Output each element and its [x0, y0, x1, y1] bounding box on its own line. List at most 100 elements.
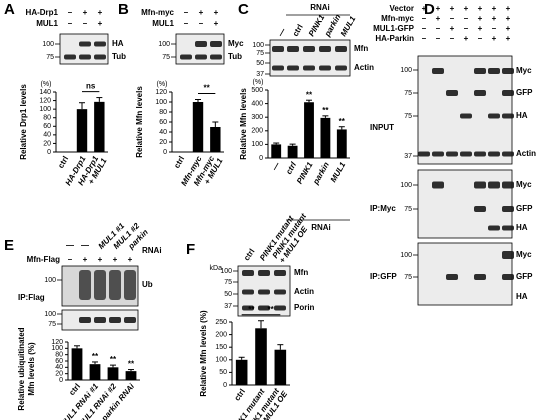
- size-marker: 100: [400, 67, 412, 74]
- band: [79, 317, 91, 323]
- bar: [210, 127, 221, 152]
- band-label: Ub: [142, 280, 153, 289]
- band: [274, 289, 286, 295]
- band: [488, 151, 500, 157]
- sign: –: [68, 19, 73, 28]
- size-marker: 75: [48, 321, 56, 328]
- bar: [89, 364, 101, 380]
- panel-letter: C: [238, 1, 249, 18]
- band: [258, 289, 270, 295]
- bar: [125, 371, 137, 380]
- y-tick-label: 20: [159, 139, 167, 146]
- band: [79, 41, 91, 47]
- band: [109, 317, 121, 323]
- size-marker: 75: [46, 54, 54, 61]
- band: [502, 151, 514, 157]
- band: [195, 54, 207, 60]
- y-tick-label: 0: [259, 155, 263, 162]
- smear: [94, 270, 106, 300]
- band: [303, 46, 315, 52]
- band: [474, 90, 486, 96]
- row-label: HA-Parkin: [375, 34, 414, 43]
- significance: **: [128, 360, 135, 369]
- sign: +: [128, 255, 133, 264]
- band: [335, 65, 347, 71]
- band: [446, 151, 458, 157]
- sign: +: [464, 34, 469, 43]
- y-axis-label: Mfn levels (%): [27, 342, 36, 396]
- blot: [417, 242, 513, 306]
- band: [258, 270, 270, 276]
- band: [195, 41, 207, 47]
- sign: –: [68, 8, 73, 17]
- y-tick-label: 120: [51, 339, 63, 346]
- significance: **: [339, 117, 346, 126]
- row-label: Mfn-Flag: [27, 255, 60, 264]
- band-label: Actin: [354, 63, 374, 72]
- group-label: RNAi: [142, 246, 162, 255]
- section-label: INPUT: [370, 123, 394, 132]
- y-tick-label: 20: [43, 140, 51, 147]
- row-label: HA-Drp1: [26, 8, 59, 17]
- x-axis-label: RNAi: [311, 223, 331, 232]
- y-axis-label: Relative Mfn levels: [135, 86, 144, 158]
- y-tick-label: 120: [155, 89, 167, 96]
- row-label: MUL1-GFP: [373, 24, 415, 33]
- y-tick-label: 150: [215, 344, 227, 351]
- panel-letter: A: [4, 1, 15, 18]
- sign: +: [98, 19, 103, 28]
- sign: –: [422, 34, 427, 43]
- sign: –: [450, 14, 455, 23]
- y-tick-label: 50: [219, 369, 227, 376]
- sign: +: [98, 255, 103, 264]
- y-tick-label: 200: [251, 128, 263, 135]
- sign: +: [506, 14, 511, 23]
- y-axis-label: Relative Mfn levels: [239, 88, 248, 160]
- size-marker: 37: [224, 303, 232, 310]
- size-marker: 100: [400, 252, 412, 259]
- size-marker: 37: [256, 71, 264, 78]
- y-tick-label: 140: [39, 89, 51, 96]
- band: [335, 46, 347, 52]
- x-tick-label: parkin: [311, 160, 331, 186]
- size-marker: 100: [42, 41, 54, 48]
- sign: +: [450, 24, 455, 33]
- sign: +: [436, 14, 441, 23]
- band: [474, 151, 486, 157]
- band: [502, 90, 514, 96]
- band-label: Tub: [228, 52, 242, 61]
- band-label: Myc: [516, 250, 532, 259]
- y-tick-label: 100: [39, 106, 51, 113]
- sign: +: [506, 24, 511, 33]
- band: [502, 181, 514, 189]
- row-label: Mfn-myc: [381, 14, 414, 23]
- bar: [192, 102, 204, 152]
- band: [79, 54, 91, 60]
- band-label: Tub: [112, 52, 126, 61]
- size-marker: 50: [256, 60, 264, 67]
- section-label: IP:Flag: [18, 293, 45, 302]
- column-label: ctrl: [242, 247, 257, 262]
- band-label: HA: [516, 111, 528, 120]
- sign: +: [478, 4, 483, 13]
- sign: +: [478, 14, 483, 23]
- size-marker: 100: [400, 182, 412, 189]
- size-marker: 100: [158, 41, 170, 48]
- x-tick-label: ctrl: [233, 387, 248, 402]
- row-label: MUL1: [36, 19, 58, 28]
- sign: +: [113, 255, 118, 264]
- band: [502, 206, 514, 212]
- band-label: Actin: [516, 149, 536, 158]
- band: [432, 68, 444, 74]
- band: [242, 289, 254, 295]
- band: [474, 274, 486, 280]
- smear: [79, 270, 91, 300]
- y-tick-label: 80: [55, 352, 63, 359]
- size-marker: 75: [404, 113, 412, 120]
- band-label: Mfn: [294, 268, 308, 277]
- band: [272, 46, 284, 52]
- sign: +: [492, 34, 497, 43]
- band: [502, 225, 514, 231]
- sign: –: [436, 24, 441, 33]
